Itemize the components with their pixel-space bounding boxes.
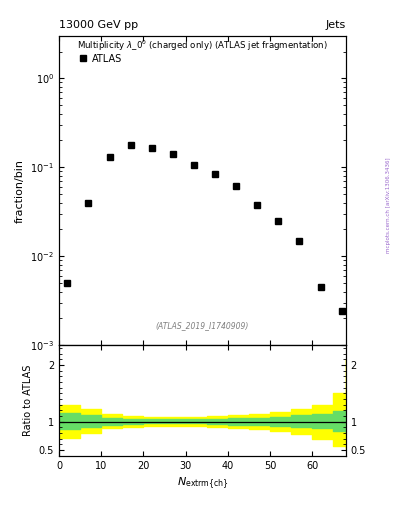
Text: 13000 GeV pp: 13000 GeV pp <box>59 19 138 30</box>
ATLAS <box>297 238 302 244</box>
Text: Multiplicity $\lambda\_0^0$ (charged only) (ATLAS jet fragmentation): Multiplicity $\lambda\_0^0$ (charged onl… <box>77 39 328 53</box>
ATLAS <box>213 170 217 177</box>
ATLAS <box>339 308 344 314</box>
ATLAS <box>234 183 239 189</box>
Legend: ATLAS: ATLAS <box>75 50 126 68</box>
ATLAS <box>149 145 154 151</box>
Text: mcplots.cern.ch [arXiv:1306.3436]: mcplots.cern.ch [arXiv:1306.3436] <box>386 157 391 252</box>
Text: Jets: Jets <box>325 19 346 30</box>
Y-axis label: fraction/bin: fraction/bin <box>15 159 24 223</box>
Line: ATLAS: ATLAS <box>64 142 344 314</box>
Text: (ATLAS_2019_I1740909): (ATLAS_2019_I1740909) <box>156 321 249 330</box>
ATLAS <box>171 151 175 157</box>
ATLAS <box>192 162 196 168</box>
ATLAS <box>86 200 91 206</box>
Y-axis label: Ratio to ATLAS: Ratio to ATLAS <box>23 365 33 436</box>
ATLAS <box>255 202 260 208</box>
ATLAS <box>107 154 112 160</box>
X-axis label: $N_{\rm extrm\{ch\}}$: $N_{\rm extrm\{ch\}}$ <box>176 476 228 492</box>
ATLAS <box>318 284 323 290</box>
ATLAS <box>65 280 70 286</box>
ATLAS <box>276 218 281 224</box>
ATLAS <box>128 141 133 147</box>
